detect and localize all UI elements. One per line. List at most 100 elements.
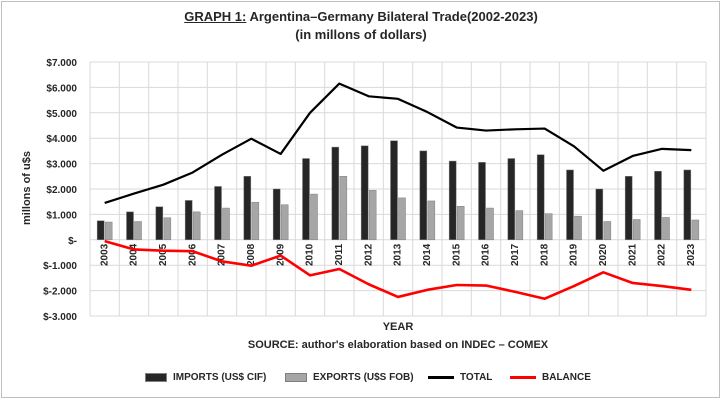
bar-imports-2016 — [478, 162, 486, 241]
title-main: Argentina–Germany Bilateral Trade(2002-2… — [246, 9, 538, 24]
bar-exports-2021 — [632, 219, 641, 241]
x-tick-label: 2023 — [686, 243, 697, 266]
gridlines — [89, 61, 707, 317]
legend-label-exports: EXPORTS (U$S FOB) — [313, 372, 414, 383]
x-tick-label: 2020 — [598, 243, 609, 266]
y-tick-label: $-3.000 — [43, 312, 77, 323]
x-tick-label: 2014 — [422, 243, 433, 266]
x-tick-label: 2012 — [363, 243, 374, 266]
bar-imports-2017 — [507, 158, 516, 241]
bar-exports-2016 — [486, 207, 494, 241]
legend-item-exports: EXPORTS (U$S FOB) — [285, 372, 414, 383]
bar-imports-2020 — [595, 188, 604, 241]
bar-exports-2009 — [280, 204, 289, 241]
bar-exports-2006 — [192, 211, 201, 241]
legend-item-imports: IMPORTS (US$ CIF) — [145, 372, 266, 383]
line-balance — [104, 239, 692, 301]
lines — [104, 82, 692, 301]
legend-label-imports: IMPORTS (US$ CIF) — [173, 372, 267, 383]
bar-imports-2004 — [126, 211, 134, 241]
bar-exports-2017 — [515, 210, 524, 241]
y-tick-label: $2.000 — [46, 185, 77, 196]
legend-swatch-exports — [285, 373, 307, 382]
bar-exports-2007 — [222, 207, 230, 241]
x-tick-label: 2015 — [451, 243, 462, 266]
line-total — [104, 82, 692, 205]
x-tick-label: 2018 — [539, 243, 550, 266]
bars — [96, 140, 700, 241]
x-tick-label: 2016 — [481, 243, 492, 266]
legend-item-total: TOTAL — [428, 372, 492, 383]
bar-imports-2019 — [566, 169, 574, 241]
bar-exports-2019 — [574, 215, 582, 241]
y-axis-ticks: $7.000 $6.000 $5.000 $4.000 $3.000 $2.000 $1.0… — [43, 58, 77, 323]
bar-imports-2012 — [360, 145, 369, 241]
bar-imports-2008 — [243, 176, 252, 241]
bar-imports-2003 — [96, 220, 105, 241]
bar-imports-2018 — [536, 154, 545, 241]
y-axis-label: millons of u$s — [21, 151, 33, 225]
bar-imports-2009 — [272, 188, 281, 241]
x-axis-label: YEAR — [383, 321, 414, 333]
x-tick-label: 2022 — [657, 243, 668, 266]
bar-exports-2018 — [544, 213, 553, 241]
bar-imports-2023 — [683, 169, 692, 241]
x-tick-label: 2013 — [393, 243, 404, 266]
bar-exports-2004 — [134, 221, 142, 241]
bar-imports-2013 — [390, 140, 398, 241]
y-tick-label: $-1.000 — [43, 261, 77, 272]
legend-item-balance: BALANCE — [510, 372, 591, 383]
x-tick-label: 2008 — [246, 243, 257, 266]
bar-imports-2021 — [624, 176, 633, 241]
x-tick-label: 2005 — [158, 243, 169, 266]
bar-exports-2023 — [691, 219, 700, 241]
bar-imports-2007 — [214, 186, 222, 241]
legend-label-balance: BALANCE — [542, 372, 591, 383]
bar-exports-2022 — [662, 217, 670, 241]
x-axis-ticks: 2003 2004 2005 2006 2007 2008 2009 2010 2011 2012… — [99, 243, 697, 266]
x-tick-label: 2007 — [217, 243, 228, 266]
x-tick-label: 2004 — [129, 243, 140, 266]
legend: IMPORTS (US$ CIF) EXPORTS (U$S FOB) TOTA… — [0, 372, 722, 388]
title-subtitle: (in millons of dollars) — [295, 27, 427, 42]
bar-imports-2015 — [448, 160, 457, 241]
bar-exports-2012 — [368, 190, 377, 241]
bar-exports-2015 — [456, 206, 465, 241]
bar-imports-2011 — [331, 146, 340, 241]
legend-label-total: TOTAL — [460, 372, 493, 383]
y-tick-label: $1.000 — [46, 210, 77, 221]
x-tick-label: 2003 — [99, 243, 110, 266]
bar-imports-2006 — [184, 200, 193, 241]
y-tick-label: $6.000 — [46, 83, 77, 94]
bar-exports-2011 — [339, 176, 348, 241]
bar-imports-2022 — [654, 170, 662, 241]
x-tick-label: 2017 — [510, 243, 521, 266]
title-lead: GRAPH 1: — [184, 9, 247, 24]
legend-line-balance — [510, 376, 536, 379]
x-tick-label: 2019 — [569, 243, 580, 266]
x-tick-label: 2010 — [305, 243, 316, 266]
y-tick-label: $4.000 — [46, 134, 77, 145]
bar-exports-2014 — [427, 200, 436, 241]
y-tick-label: $3.000 — [46, 160, 77, 171]
legend-line-total — [428, 376, 454, 379]
x-tick-label: 2021 — [627, 243, 638, 266]
y-tick-label: $- — [68, 236, 77, 247]
bar-imports-2005 — [155, 206, 164, 241]
bar-exports-2008 — [251, 201, 260, 241]
bar-exports-2005 — [163, 217, 172, 241]
bar-exports-2010 — [310, 193, 318, 241]
y-tick-label: $5.000 — [46, 109, 77, 120]
bar-exports-2003 — [104, 221, 113, 241]
chart-title: GRAPH 1: Argentina–Germany Bilateral Tra… — [0, 8, 722, 44]
y-tick-label: $-2.000 — [43, 287, 77, 298]
bar-imports-2010 — [302, 158, 310, 241]
bar-imports-2014 — [419, 150, 428, 241]
x-tick-label: 2006 — [187, 243, 198, 266]
x-tick-label: 2011 — [334, 243, 345, 265]
y-tick-label: $7.000 — [46, 58, 77, 69]
bar-exports-2020 — [603, 221, 612, 241]
source-note: SOURCE: author's elaboration based on IN… — [248, 339, 549, 351]
